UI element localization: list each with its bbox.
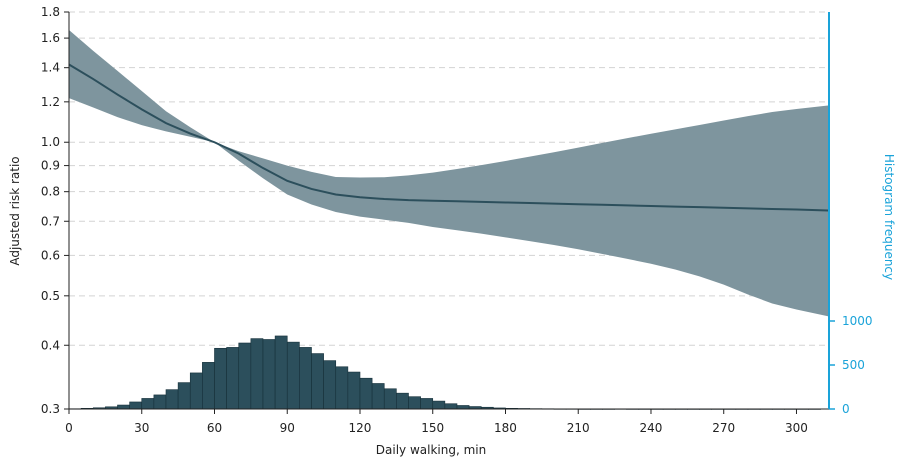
- y-tick-label: 1.6: [41, 31, 60, 45]
- x-tick-label: 0: [65, 421, 73, 435]
- histogram-bar: [117, 404, 130, 410]
- y-tick-label: 0.8: [41, 185, 60, 199]
- histogram-bar: [226, 347, 240, 410]
- x-tick-label: 300: [785, 421, 808, 435]
- x-axis-title: Daily walking, min: [376, 443, 486, 457]
- histogram-bar: [420, 398, 434, 410]
- histogram-bar: [250, 338, 264, 410]
- histogram-bar: [383, 388, 397, 410]
- histogram-bar: [262, 339, 276, 410]
- y-tick-label: 0.4: [41, 338, 60, 352]
- histogram-bar: [408, 396, 421, 410]
- histogram-bar: [177, 382, 191, 410]
- histogram-bar: [347, 371, 361, 410]
- histogram-bar: [274, 335, 288, 410]
- histogram-bar: [323, 360, 337, 410]
- confidence-band: [69, 29, 828, 317]
- y-tick-label: 1.2: [41, 95, 60, 109]
- right-tick-label: 0: [842, 402, 850, 416]
- histogram-bar: [202, 362, 215, 410]
- x-tick-label: 150: [421, 421, 444, 435]
- x-tick-label: 60: [207, 421, 222, 435]
- tick-labels: 0.3 0.4 0.5 0.6 0.7 0.8 0.9 1.0 1.2 1.4 1.6 1.8 0 30 6…: [41, 5, 873, 435]
- x-tick-label: 90: [280, 421, 295, 435]
- confidence-band-layer: [69, 29, 828, 317]
- y-tick-label: 0.7: [41, 214, 60, 228]
- y-tick-label: 1.4: [41, 61, 60, 75]
- histogram-bars: [68, 335, 822, 410]
- histogram-bar: [396, 392, 409, 410]
- y-axis-title: Adjusted risk ratio: [8, 156, 22, 265]
- right-axis-title: Histogram frequency: [882, 154, 896, 280]
- axes: [64, 11, 835, 414]
- histogram-bar: [189, 372, 203, 410]
- risk-ratio-line: [68, 63, 829, 212]
- histogram-bar: [432, 400, 446, 410]
- y-tick-label: 0.3: [41, 402, 60, 416]
- x-tick-label: 30: [134, 421, 149, 435]
- x-tick-label: 240: [640, 421, 663, 435]
- histogram-bar: [444, 403, 458, 410]
- y-tick-label: 1.0: [41, 135, 60, 149]
- histogram-bar: [238, 342, 252, 410]
- x-tick-label: 210: [567, 421, 590, 435]
- y-tick-label: 0.6: [41, 248, 60, 262]
- y-tick-label: 1.8: [41, 5, 60, 19]
- histogram-bar: [359, 377, 373, 410]
- x-tick-label: 180: [494, 421, 517, 435]
- histogram-bar: [371, 383, 385, 410]
- histogram-bar: [153, 394, 167, 410]
- x-tick-label: 120: [349, 421, 372, 435]
- histogram-bar: [299, 347, 312, 410]
- risk-ratio-line-layer: [68, 63, 829, 212]
- histogram-bar: [141, 398, 155, 410]
- histogram-bar: [311, 353, 324, 410]
- histogram-bar: [456, 405, 470, 410]
- histogram-bar: [214, 347, 227, 410]
- histogram-bar: [165, 389, 179, 410]
- x-tick-label: 270: [712, 421, 735, 435]
- histogram-bar: [129, 401, 143, 410]
- right-tick-label: 500: [842, 358, 865, 372]
- y-tick-label: 0.5: [41, 289, 60, 303]
- histogram-bar: [286, 341, 300, 410]
- right-tick-label: 1000: [842, 314, 873, 328]
- histogram-bar: [335, 366, 349, 410]
- y-tick-label: 0.9: [41, 159, 60, 173]
